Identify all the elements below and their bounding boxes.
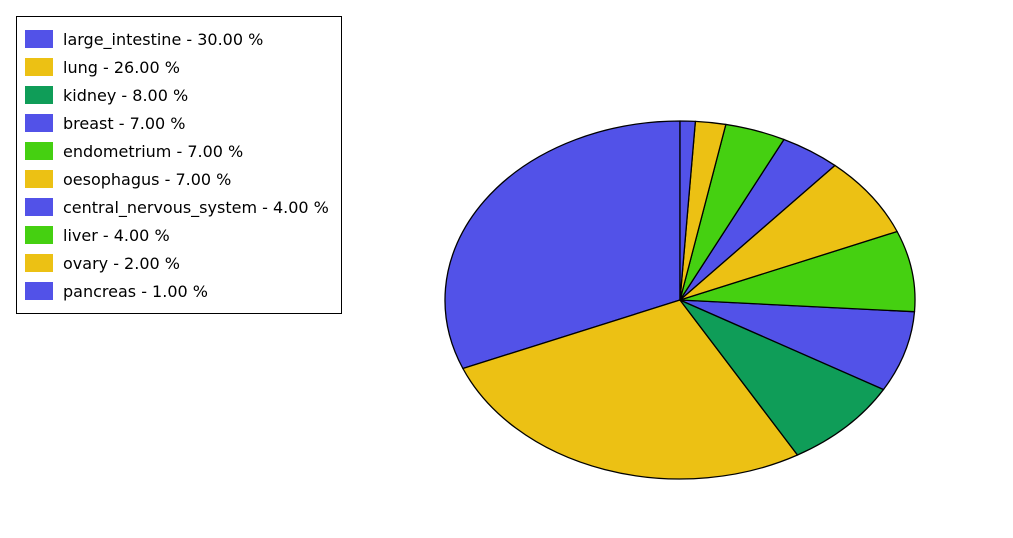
- pie-chart: [0, 0, 1013, 538]
- pie-svg: [0, 0, 1013, 538]
- chart-canvas: { "pie_chart": { "type": "pie", "center"…: [0, 0, 1013, 538]
